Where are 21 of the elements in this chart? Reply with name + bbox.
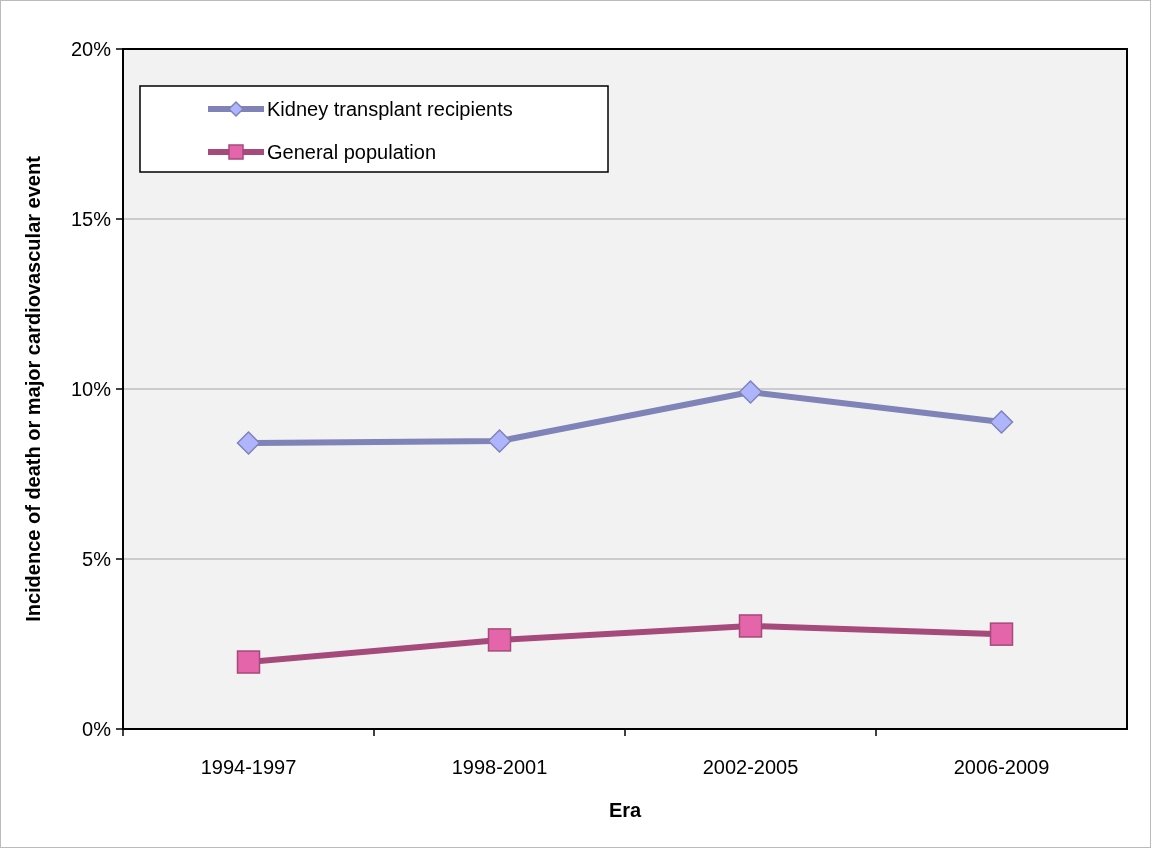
point — [236, 650, 261, 674]
point — [236, 431, 261, 455]
point — [989, 410, 1014, 434]
legend-label: Kidney transplant recipients — [267, 98, 513, 120]
y-tick-label: 10% — [70, 378, 112, 400]
point — [487, 429, 512, 453]
point — [738, 614, 763, 638]
legend-label: General population — [267, 141, 437, 163]
y-tick-label: 0% — [82, 718, 112, 740]
x-tick-label: 2002-2005 — [702, 756, 799, 778]
y-tick-label: 15% — [70, 208, 112, 230]
x-tick-label: 1998-2001 — [451, 756, 548, 778]
point — [989, 622, 1014, 646]
x-tick-label: 1994-1997 — [200, 756, 297, 778]
y-tick-label: 5% — [82, 548, 112, 570]
x-axis-title: Era — [608, 799, 642, 821]
y-tick-label: 20% — [70, 38, 112, 60]
y-axis-title: Incidence of death or major cardiovascular event — [22, 155, 44, 622]
x-tick-label: 2006-2009 — [953, 756, 1050, 778]
point — [738, 380, 763, 404]
point — [487, 628, 512, 652]
